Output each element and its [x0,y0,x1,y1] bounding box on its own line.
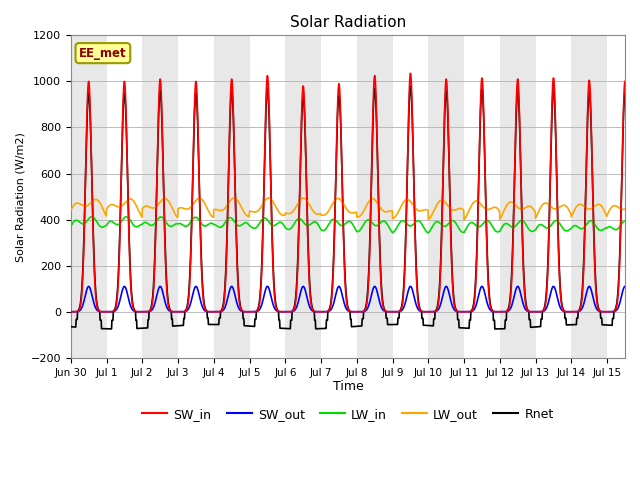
LW_in [612,227,620,233]
Line: Rnet: Rnet [71,86,625,329]
SW_out [449,303,456,309]
LW_in [67,224,75,229]
LW_out [265,195,273,201]
LW_out [67,208,75,214]
Bar [106,36,142,358]
Title: Solar Radiation: Solar Radiation [290,15,406,30]
SW_in [621,79,629,84]
Text: EE_met: EE_met [79,47,127,60]
Rnet [472,263,480,269]
LW_out [460,217,468,223]
Bar [250,36,285,358]
Bar [392,36,428,358]
SW_in [157,90,165,96]
SW_in [406,71,414,76]
LW_out [473,198,481,204]
Rnet [491,326,499,332]
Rnet [157,100,165,106]
SW_in [282,309,289,314]
Line: SW_out: SW_out [71,287,625,312]
LW_in [157,214,165,220]
SW_in [178,309,186,314]
Bar [536,36,572,358]
LW_out [178,205,186,211]
LW_in [363,218,371,224]
SW_out [178,309,186,314]
Legend: SW_in, SW_out, LW_in, LW_out, Rnet: SW_in, SW_out, LW_in, LW_out, Rnet [137,403,559,426]
SW_in [473,260,481,265]
Rnet [178,323,186,328]
LW_out [449,207,456,213]
LW_out [157,198,165,204]
X-axis label: Time: Time [333,380,364,393]
SW_out [472,302,480,308]
LW_out [363,203,371,208]
SW_out [363,307,371,313]
LW_in [449,218,456,224]
Rnet [449,272,456,277]
Rnet [67,324,75,330]
SW_out [157,286,165,291]
Bar [178,36,214,358]
SW_in [612,307,620,312]
LW_in [621,218,629,224]
LW_out [621,206,629,212]
LW_in [424,230,432,236]
SW_out [85,284,93,289]
LW_in [178,222,186,228]
SW_in [449,284,456,290]
Rnet [406,83,414,89]
LW_out [612,203,620,209]
Y-axis label: Solar Radiation (W/m2): Solar Radiation (W/m2) [15,132,25,262]
Bar [464,36,500,358]
Line: SW_in: SW_in [71,73,625,312]
Line: LW_out: LW_out [71,198,625,220]
Bar [607,36,640,358]
SW_out [67,309,75,314]
Rnet [621,90,629,96]
SW_out [621,284,629,289]
SW_in [363,303,371,309]
SW_in [67,309,75,314]
Line: LW_in: LW_in [71,216,625,233]
LW_in [88,214,96,219]
Bar [321,36,357,358]
Rnet [612,305,620,311]
LW_in [473,223,481,229]
SW_out [611,308,619,314]
Rnet [362,302,370,308]
